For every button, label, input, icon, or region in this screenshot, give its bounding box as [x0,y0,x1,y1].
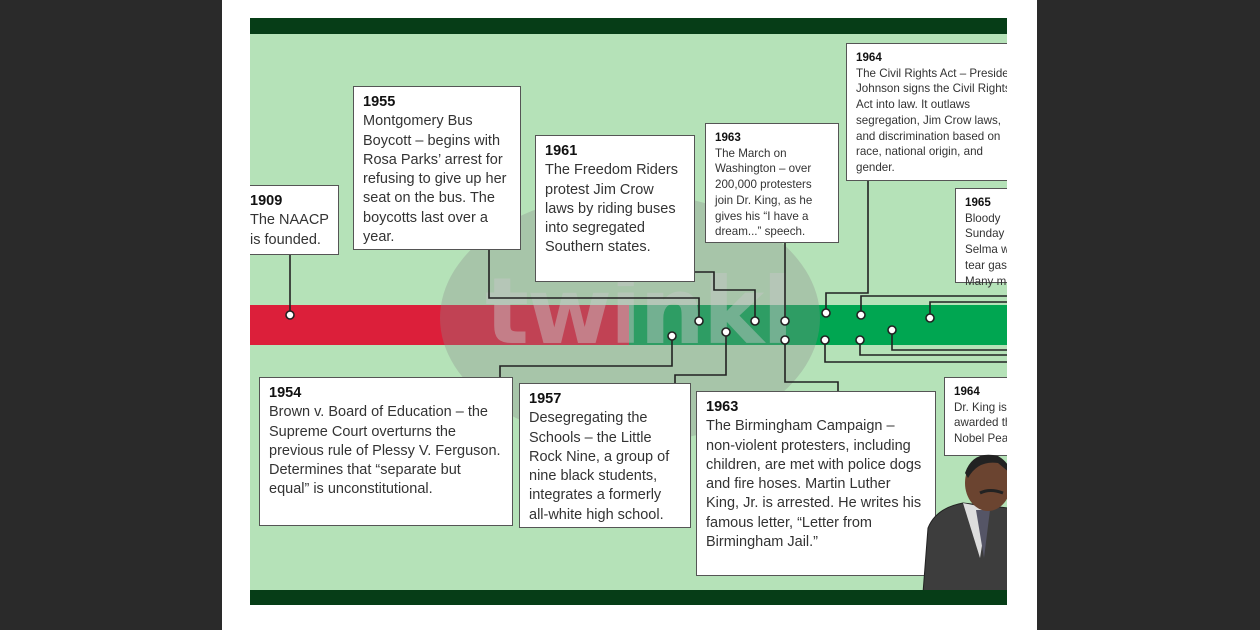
connector-nobel-b [859,340,1007,356]
event-text: The Civil Rights Act – President Johnson… [856,66,1007,174]
event-text: Desegregating the Schools – the Little R… [529,410,670,523]
event-year: 1965 [965,196,991,209]
connector-1965-a [860,295,1007,315]
event-year: 1964 [954,385,980,398]
connector-nobel-a [824,340,1007,363]
event-text: The Freedom Riders protest Jim Crow laws… [545,162,678,256]
timeline-bar-green [629,305,1007,345]
connector-1964-act [825,180,869,313]
event-card-1964-nobel: 1964 Dr. King is awarded the Nobel Peace [944,377,1007,456]
event-year: 1909 [250,193,283,209]
connector-lines [285,180,1007,391]
event-card-1909: 1909 The NAACP is founded. [250,185,339,255]
connector-1955 [488,249,700,321]
timeline-bar-red [250,305,629,345]
event-card-1964-civil-rights-act: 1964 The Civil Rights Act – President Jo… [846,43,1007,181]
event-text: Montgomery Bus Boycott – begins with Ros… [363,113,507,246]
event-text: Dr. King is awarded the Nobel Peace [954,400,1007,446]
event-card-1965: 1965 Bloody Sunday in Selma with tear ga… [955,188,1007,288]
connector-1954 [499,336,673,377]
connector-1965-b [929,301,1007,318]
timeline-markers [285,308,935,345]
connector-1957 [674,332,727,383]
event-card-1954: 1954 Brown v. Board of Education – the S… [259,377,513,526]
event-text: Bloody Sunday in Selma with tear gas. Ma… [965,211,1007,288]
event-year: 1954 [269,385,302,401]
connector-1961 [694,271,756,321]
event-year: 1964 [856,51,882,64]
event-text: Brown v. Board of Education – the Suprem… [269,404,501,498]
event-card-1963-birmingham: 1963 The Birmingham Campaign – non-viole… [696,391,936,576]
timeline-poster: twinkl 1909 The NAACP is founded. 1955 M… [250,18,1007,605]
event-year: 1957 [529,391,562,407]
event-card-1955: 1955 Montgomery Bus Boycott – begins wit… [353,86,521,250]
event-text: The March on Washington – over 200,000 p… [715,146,813,239]
connector-1963-birmingham [784,340,839,391]
event-year: 1961 [545,143,578,159]
martin-luther-king-illustration [922,454,1007,593]
top-band [250,18,1007,34]
bottom-band [250,590,1007,605]
event-card-1957: 1957 Desegregating the Schools – the Lit… [519,383,691,528]
event-year: 1955 [363,94,396,110]
event-year: 1963 [706,399,739,415]
event-card-1961: 1961 The Freedom Riders protest Jim Crow… [535,135,695,282]
connector-nobel-c [891,330,1007,351]
event-text: The NAACP is founded. [250,212,329,248]
event-card-1963-march: 1963 The March on Washington – over 200,… [705,123,839,243]
event-text: The Birmingham Campaign – non-violent pr… [706,418,922,551]
event-year: 1963 [715,131,741,144]
